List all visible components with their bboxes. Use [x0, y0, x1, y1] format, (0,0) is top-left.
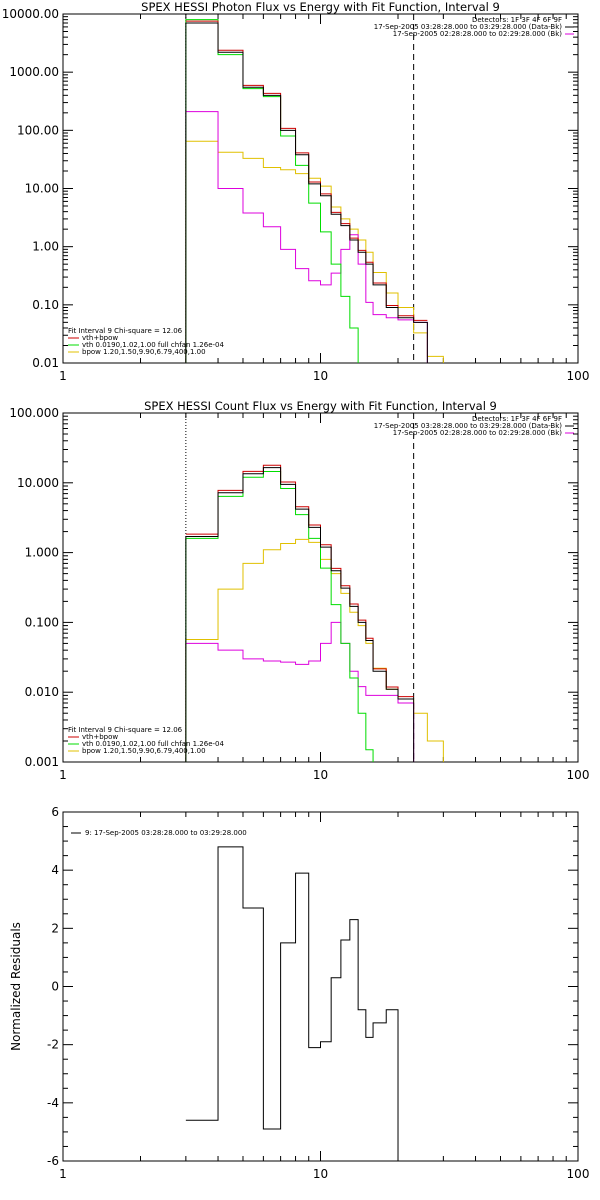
y-tick-label: -4: [47, 1096, 59, 1110]
x-tick-label: 1: [59, 768, 67, 782]
x-tick-label: 10: [313, 768, 328, 782]
chart-title: SPEX HESSI Photon Flux vs Energy with Fi…: [141, 0, 500, 14]
series-line-data: [185, 464, 414, 698]
y-tick-label: 100.000: [9, 406, 59, 420]
x-tick-label: 10: [313, 369, 328, 383]
series-group: [185, 464, 444, 762]
y-tick-label: 1.00: [32, 240, 59, 254]
x-tick-label: 100: [567, 369, 590, 383]
chart-residuals: 1 10 100 6 4 2 0 -2 -4 -6 Normalized Residuals 9: 1…: [9, 805, 589, 1181]
y-tick-label: 0.100: [25, 615, 59, 629]
plot-frame: [62, 811, 579, 1162]
header-text: Detectors: 1F 3F 4F 6F 9F: [472, 16, 562, 24]
y-tick-label: 0.010: [25, 685, 59, 699]
legend-entry: vth 0.0190,1.02,1.00 full chfan 1.26e-04: [82, 740, 224, 748]
plot-frame: [62, 412, 579, 763]
series-line-total: [185, 846, 399, 1161]
header-text: 17-Sep-2005 03:28:28.000 to 03:29:28.000…: [374, 23, 563, 31]
y-tick-label: 10.000: [17, 476, 59, 490]
y-tick-label: 4: [51, 863, 59, 877]
y-axis-ticks: [63, 13, 578, 364]
series-line-bpow: [185, 538, 444, 762]
chart-count: SPEX HESSI Count Flux vs Energy with Fit…: [9, 399, 589, 782]
header-text: 17-Sep-2005 03:28:28.000 to 03:29:28.000…: [374, 422, 563, 430]
series-line-bpow: [185, 140, 444, 363]
series-line-total: [185, 22, 428, 363]
x-tick-label: 1: [59, 369, 67, 383]
y-tick-label: 0.001: [25, 755, 59, 769]
x-axis-ticks: [62, 812, 579, 1161]
y-tick-label: 0.10: [32, 298, 59, 312]
y-tick-label: -6: [47, 1154, 59, 1168]
x-axis-ticks: [62, 14, 579, 363]
y-tick-label: 1.000: [25, 546, 59, 560]
legend-entry: vth+bpow: [82, 733, 118, 741]
y-axis-ticks: [63, 811, 578, 1162]
header-text: 17-Sep-2005 02:28:28.000 to 02:29:28.000…: [393, 429, 563, 437]
y-tick-label: 2: [51, 921, 59, 935]
x-axis-ticks: [62, 413, 579, 762]
header-text: 17-Sep-2005 02:28:28.000 to 02:29:28.000…: [393, 30, 563, 38]
legend-fit-line: Fit Interval 9 Chi-square = 12.06: [68, 726, 183, 734]
series-line-vth: [185, 19, 359, 363]
x-tick-label: 100: [567, 1167, 590, 1181]
legend-entry: 9: 17-Sep-2005 03:28:28.000 to 03:29:28.…: [85, 829, 247, 837]
y-tick-label: 10.00: [25, 182, 59, 196]
legend-entry: bpow 1.20,1.50,9.90,6.79,400,1.00: [82, 747, 206, 755]
y-axis-label: Normalized Residuals: [9, 922, 23, 1051]
x-tick-label: 1: [59, 1167, 67, 1181]
legend-entry: vth+bpow: [82, 334, 118, 342]
series-group: [185, 19, 444, 363]
x-tick-label: 100: [567, 768, 590, 782]
y-tick-label: 1000.00: [9, 65, 59, 79]
legend-entry: bpow 1.20,1.50,9.90,6.79,400,1.00: [82, 348, 206, 356]
y-tick-label: 0.01: [32, 356, 59, 370]
y-tick-label: 10000.00: [2, 7, 59, 21]
series-group: [185, 846, 399, 1161]
series-line-background_spectrum: [185, 111, 428, 363]
y-tick-label: -2: [47, 1038, 59, 1052]
x-tick-label: 10: [313, 1167, 328, 1181]
y-tick-label: 6: [51, 805, 59, 819]
series-line-total: [185, 467, 415, 762]
y-axis-ticks: [63, 412, 578, 763]
y-tick-label: 100.00: [17, 123, 59, 137]
y-tick-label: 0: [51, 980, 59, 994]
legend-fit-line: Fit Interval 9 Chi-square = 12.06: [68, 327, 183, 335]
series-line-background_spectrum: [185, 621, 415, 762]
header-text: Detectors: 1F 3F 4F 6F 9F: [472, 415, 562, 423]
series-line-vth: [185, 471, 374, 762]
legend-entry: vth 0.0190,1.02,1.00 full chfan 1.26e-04: [82, 341, 224, 349]
series-line-data: [185, 20, 428, 321]
chart-title: SPEX HESSI Count Flux vs Energy with Fit…: [144, 399, 497, 413]
chart-photon: SPEX HESSI Photon Flux vs Energy with Fi…: [2, 0, 590, 383]
